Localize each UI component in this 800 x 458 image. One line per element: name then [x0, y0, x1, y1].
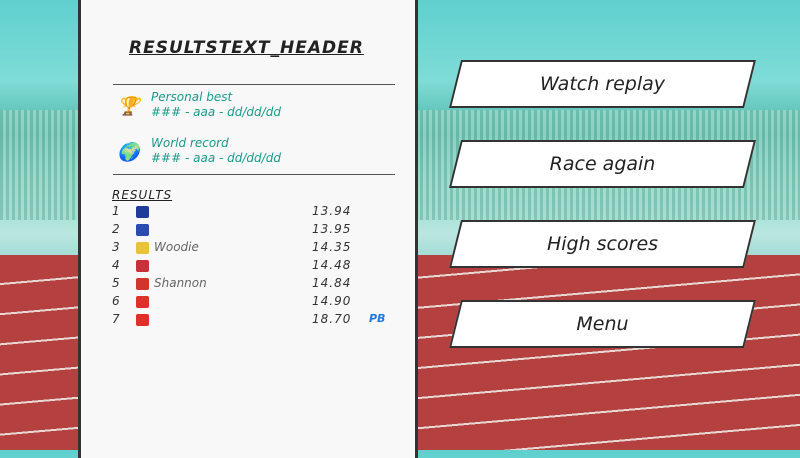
flag-icon	[136, 278, 149, 290]
runner-name: Woodie	[154, 240, 199, 254]
flag-icon	[136, 260, 149, 272]
time: 14.84	[312, 276, 352, 290]
flag-icon	[136, 206, 149, 218]
divider	[113, 174, 395, 175]
menu-button-high-scores[interactable]: High scores	[449, 220, 756, 268]
time: 14.35	[312, 240, 352, 254]
personal-best-label: Personal best	[151, 90, 233, 104]
position: 3	[112, 240, 120, 254]
button-label: High scores	[546, 233, 659, 255]
position: 2	[112, 222, 120, 236]
result-row: 7 18.70 PB	[112, 312, 412, 330]
result-row: 4 14.48	[112, 258, 412, 276]
result-row: 2 13.95	[112, 222, 412, 240]
position: 4	[112, 258, 120, 272]
result-row: 5 Shannon 14.84	[112, 276, 412, 294]
position: 5	[112, 276, 120, 290]
result-row: 3 Woodie 14.35	[112, 240, 412, 258]
divider	[113, 84, 395, 85]
world-record-value: ### - aaa - dd/dd/dd	[151, 151, 281, 165]
time: 18.70	[312, 312, 352, 326]
flag-icon	[136, 224, 149, 236]
trophy-icon: 🏆	[117, 96, 140, 117]
results-panel: RESULTSTEXT_HEADER 🏆 Personal best ### -…	[78, 0, 418, 458]
flag-icon	[136, 242, 149, 254]
time: 14.48	[312, 258, 352, 272]
flag-icon	[136, 296, 149, 308]
result-row: 1 13.94	[112, 204, 412, 222]
results-label: RESULTS	[112, 188, 173, 202]
position: 1	[112, 204, 120, 218]
result-row: 6 14.90	[112, 294, 412, 312]
globe-icon: 🌍	[117, 142, 140, 163]
results-header: RESULTSTEXT_HEADER	[129, 38, 364, 58]
pb-badge: PB	[369, 312, 386, 325]
time: 13.94	[312, 204, 352, 218]
button-label: Race again	[549, 153, 656, 175]
flag-icon	[136, 314, 149, 326]
position: 7	[112, 312, 120, 326]
time: 14.90	[312, 294, 352, 308]
menu-button-race-again[interactable]: Race again	[449, 140, 756, 188]
menu-button-menu[interactable]: Menu	[449, 300, 756, 348]
world-record-label: World record	[151, 136, 229, 150]
button-label: Watch replay	[539, 73, 666, 95]
button-label: Menu	[576, 313, 629, 335]
personal-best-value: ### - aaa - dd/dd/dd	[151, 105, 281, 119]
menu-button-watch-replay[interactable]: Watch replay	[449, 60, 756, 108]
runner-name: Shannon	[154, 276, 207, 290]
position: 6	[112, 294, 120, 308]
time: 13.95	[312, 222, 352, 236]
